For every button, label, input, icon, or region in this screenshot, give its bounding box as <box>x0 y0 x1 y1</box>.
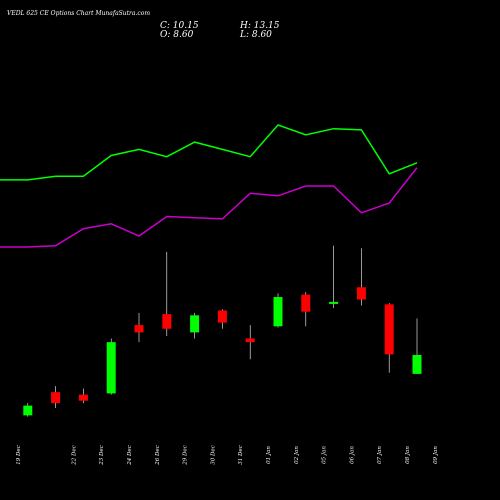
x-tick-label: 19 Dec <box>16 445 22 465</box>
x-tick-label: 01 Jan <box>266 446 272 464</box>
candle-body <box>106 342 116 394</box>
x-axis-labels: 19 Dec 22 Dec 23 Dec 24 Dec 26 Dec 29 Dec 30 D… <box>16 445 439 466</box>
candle-body <box>273 297 283 327</box>
candle-22-dec <box>78 388 88 404</box>
candle-body <box>329 301 339 304</box>
candle-19-dec <box>23 403 33 417</box>
candle-07-jan <box>384 303 394 373</box>
candle-06-jan <box>356 248 366 306</box>
candle-body <box>384 304 394 355</box>
candle-23-dec <box>106 338 116 395</box>
x-tick-label: 29 Dec <box>183 445 189 466</box>
candle-body <box>23 405 33 416</box>
candle-body <box>78 394 88 401</box>
indicator-bands <box>0 124 418 248</box>
candle-body <box>301 294 311 312</box>
close-value: C: 10.15 <box>160 21 199 31</box>
x-tick-label: 06 Jan <box>349 446 355 464</box>
x-tick-label: 02 Jan <box>294 446 300 464</box>
candle-body <box>134 325 144 333</box>
candle-08-jan <box>412 318 422 374</box>
candle-body <box>51 392 61 404</box>
x-tick-label: 09 Jan <box>433 446 439 464</box>
candle-31-dec <box>245 325 255 360</box>
lower-band-line <box>0 167 418 248</box>
x-tick-label: 22 Dec <box>71 445 77 466</box>
x-tick-label: 23 Dec <box>99 445 105 466</box>
x-tick-label: 05 Jan <box>322 446 328 464</box>
candle-body <box>356 287 366 300</box>
x-tick-label: 31 Dec <box>238 445 244 465</box>
x-tick-label: 08 Jan <box>405 446 411 464</box>
candle-body <box>412 354 422 374</box>
candle-01-jan <box>273 293 283 328</box>
open-value: O: 8.60 <box>160 30 194 40</box>
candle-02-jan <box>301 292 311 327</box>
candlestick-series <box>23 245 422 417</box>
candle-30-dec <box>217 309 227 329</box>
x-tick-label: 30 Dec <box>210 445 216 465</box>
candle-body <box>190 315 200 333</box>
low-value: L: 8.60 <box>239 30 272 40</box>
high-value: H: 13.15 <box>239 21 280 31</box>
x-tick-label: 26 Dec <box>155 445 161 466</box>
x-tick-label: 07 Jan <box>377 446 383 464</box>
candle-20-dec <box>51 386 61 409</box>
upper-band-line <box>0 124 418 181</box>
candle-body <box>217 310 227 323</box>
x-tick-label: 24 Dec <box>127 445 133 466</box>
chart-title: VEDL 625 CE Options Chart MunafaSutra.co… <box>7 10 150 17</box>
candle-body <box>245 338 255 343</box>
candle-26-dec <box>162 251 172 337</box>
candle-05-jan <box>329 245 339 308</box>
candle-body <box>162 314 172 329</box>
candle-24-dec <box>134 312 144 343</box>
candle-29-dec <box>190 312 200 339</box>
